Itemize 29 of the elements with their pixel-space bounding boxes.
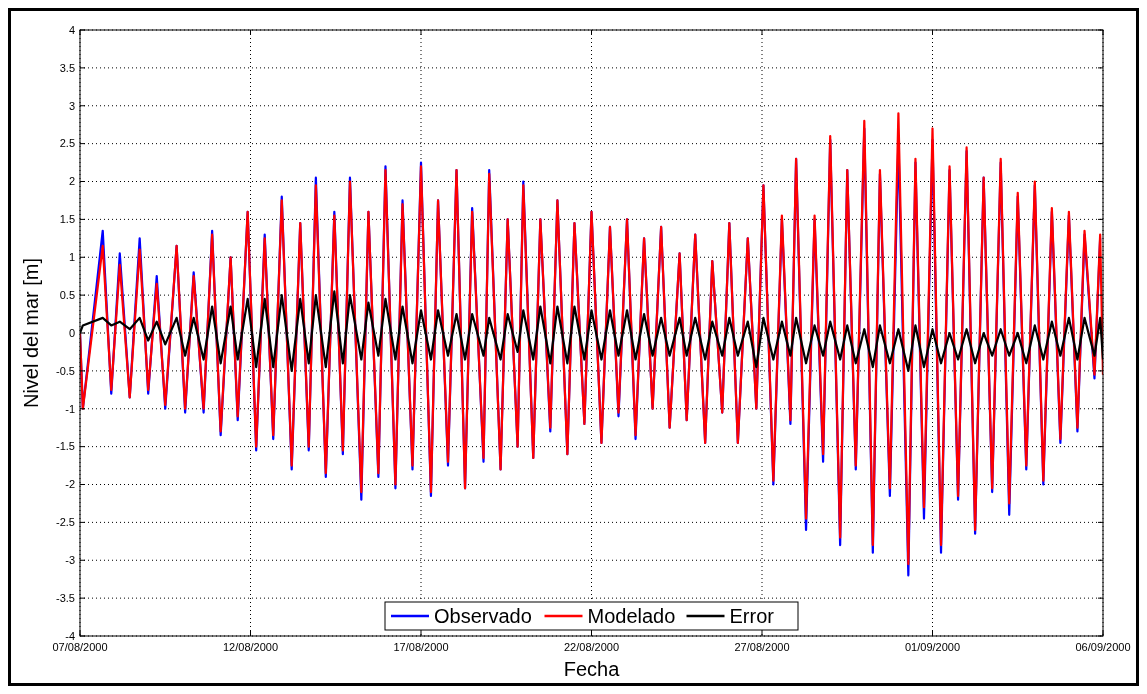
legend-label: Observado xyxy=(434,605,532,627)
y-tick-label: 2.5 xyxy=(59,137,75,150)
legend-label: Error xyxy=(729,605,775,627)
y-axis-title: Nivel del mar [m] xyxy=(20,257,42,409)
y-tick-label: -3.5 xyxy=(56,591,75,604)
x-tick-label: 27/08/2000 xyxy=(734,641,790,653)
legend-label: Modelado xyxy=(587,605,676,627)
x-tick-label: 22/08/2000 xyxy=(563,641,620,653)
y-tick-label: 1 xyxy=(68,251,75,264)
x-tick-label: 07/08/2000 xyxy=(52,641,108,653)
y-tick-label: -1.5 xyxy=(56,440,75,453)
y-tick-label: 4 xyxy=(68,23,75,36)
y-tick-label: 2 xyxy=(68,175,75,188)
y-tick-label: 0.5 xyxy=(59,288,75,301)
x-axis-title: Fecha xyxy=(563,658,621,680)
x-tick-label: 06/09/2000 xyxy=(1075,641,1131,653)
x-tick-label: 01/09/2000 xyxy=(904,641,961,653)
y-tick-label: -1 xyxy=(65,402,75,415)
y-tick-label: 1.5 xyxy=(59,213,75,226)
y-tick-label: 3 xyxy=(68,99,75,112)
y-tick-label: -0.5 xyxy=(56,364,75,377)
y-tick-label: 3.5 xyxy=(59,61,75,74)
y-tick-label: -3 xyxy=(65,554,75,567)
x-tick-label: 12/08/2000 xyxy=(222,641,279,653)
y-tick-label: 0 xyxy=(68,326,75,339)
x-tick-label: 17/08/2000 xyxy=(393,641,449,653)
y-tick-label: -2.5 xyxy=(56,516,75,529)
y-tick-label: -4 xyxy=(65,629,75,642)
y-tick-label: -2 xyxy=(65,478,75,491)
